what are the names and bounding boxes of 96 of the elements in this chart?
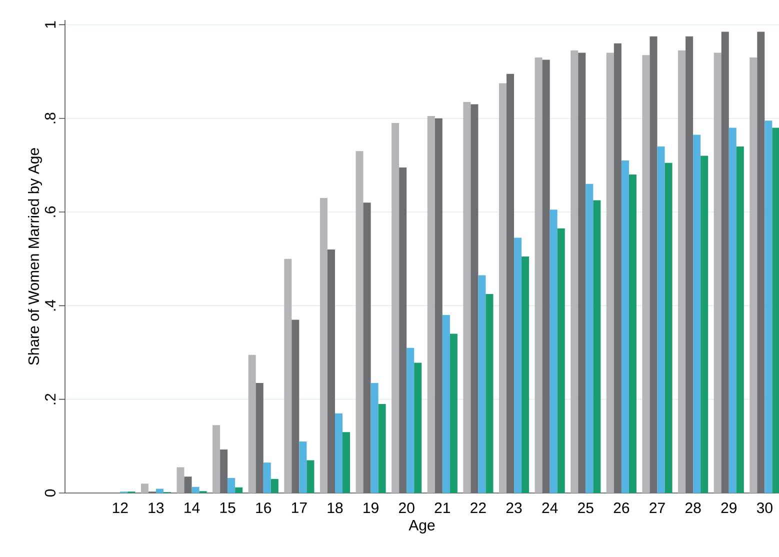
bar (728, 128, 736, 493)
bar (642, 55, 650, 493)
bar (334, 413, 343, 493)
x-tick-label: 29 (721, 502, 736, 514)
bar (736, 146, 744, 493)
bar (657, 146, 665, 493)
bar (284, 258, 292, 493)
bar (248, 354, 256, 493)
bar (235, 487, 243, 493)
bar (664, 162, 672, 493)
bar (557, 228, 565, 493)
bar (370, 382, 378, 493)
bar (478, 275, 486, 493)
bar (392, 123, 400, 493)
bar (270, 478, 278, 493)
x-axis-title: Age (408, 520, 435, 534)
bar (463, 102, 471, 493)
bar (299, 441, 307, 493)
x-tick-label: 21 (434, 502, 450, 514)
bar (263, 462, 271, 493)
x-tick-label: 27 (650, 502, 665, 514)
bar (714, 52, 722, 493)
bar (427, 116, 435, 493)
bar (342, 432, 350, 493)
bar (192, 486, 200, 493)
bar (486, 294, 494, 493)
bar (678, 50, 686, 493)
bar (750, 57, 758, 493)
bar (534, 57, 542, 493)
bar (550, 210, 558, 493)
bar (514, 238, 522, 493)
bar (220, 449, 228, 493)
bar (156, 488, 164, 493)
bar (320, 198, 328, 493)
bar (399, 168, 407, 493)
bar (442, 315, 450, 493)
bar (414, 362, 422, 493)
y-tick-label: 1 (45, 21, 56, 28)
x-tick-label: 13 (148, 502, 164, 514)
x-tick-label: 28 (685, 502, 701, 514)
x-tick-label: 14 (184, 502, 200, 513)
y-tick-label: .4 (45, 300, 56, 311)
x-tick-label: 16 (256, 502, 272, 514)
bar (593, 200, 601, 493)
bar (498, 83, 507, 493)
bar (586, 184, 594, 493)
bar (140, 484, 148, 493)
bar (772, 128, 779, 493)
x-tick-label: 15 (220, 502, 236, 513)
bar (176, 467, 184, 493)
bar (693, 134, 701, 493)
x-tick-label: 19 (364, 502, 378, 514)
bar (650, 36, 658, 493)
bar (542, 60, 550, 493)
x-tick-label: 25 (578, 502, 594, 514)
bar (378, 404, 386, 493)
bar (356, 151, 364, 493)
y-tick-label: .8 (44, 112, 56, 124)
bar (228, 478, 236, 493)
bar (757, 32, 765, 493)
bar (578, 52, 586, 493)
y-tick-label: 0 (44, 489, 56, 497)
x-tick-label: 24 (542, 502, 558, 514)
bar (700, 156, 708, 493)
bar (450, 334, 458, 493)
bar (406, 348, 414, 493)
bar (306, 460, 314, 493)
x-tick-label: 30 (756, 502, 772, 514)
y-axis-title: Share of Women Married by Age (28, 148, 42, 365)
bar (628, 174, 636, 493)
bar (434, 118, 442, 493)
bar (686, 36, 694, 493)
bar (212, 425, 220, 493)
bar (327, 249, 335, 493)
bar (621, 160, 629, 493)
bar (764, 120, 772, 493)
bar (363, 202, 371, 493)
x-tick-label: 17 (292, 502, 307, 513)
bar (470, 104, 478, 493)
bar (721, 32, 729, 493)
x-tick-label: 12 (112, 502, 128, 514)
bar (256, 382, 264, 493)
bar (522, 256, 530, 493)
bar (614, 43, 622, 493)
bar (292, 320, 300, 493)
y-tick-label: .6 (44, 206, 56, 217)
bar (506, 74, 514, 493)
bar (570, 50, 578, 493)
x-tick-label: 23 (506, 502, 522, 514)
bar (606, 52, 614, 493)
x-tick-label: 18 (328, 502, 343, 514)
y-tick-label: .2 (44, 394, 56, 404)
bar (184, 476, 192, 493)
x-tick-label: 26 (614, 502, 630, 514)
x-tick-label: 20 (399, 502, 414, 514)
x-tick-label: 22 (470, 502, 486, 514)
